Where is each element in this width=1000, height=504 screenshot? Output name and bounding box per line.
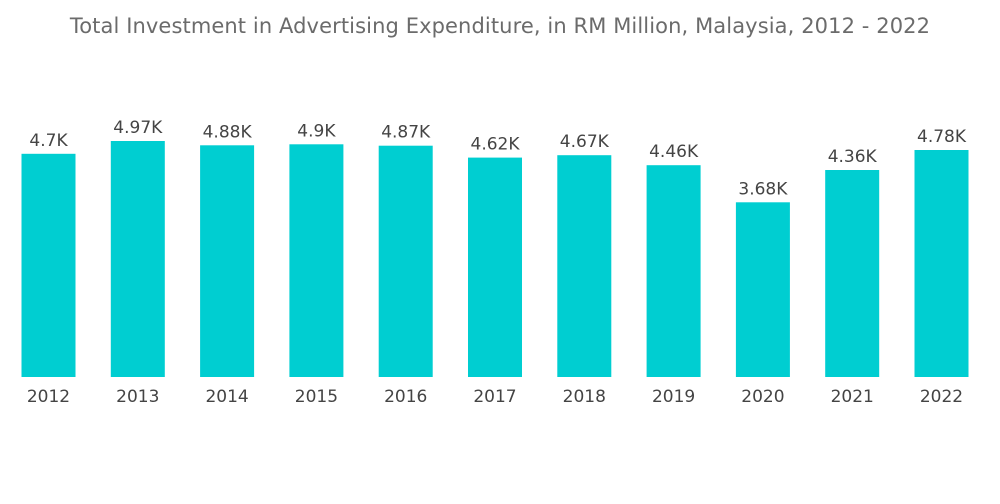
value-label-2012: 4.7K bbox=[29, 131, 68, 151]
bar-2013 bbox=[110, 141, 165, 377]
value-labels-layer: 4.7K 4.97K 4.88K 4.9K 4.87K 4.62K 4.67K 4.46K 3.… bbox=[29, 118, 966, 199]
x-tick-label-2022: 2022 bbox=[920, 387, 963, 407]
value-label-2022: 4.78K bbox=[917, 127, 967, 147]
bar-2018 bbox=[557, 155, 612, 377]
category-labels-layer: 2012 2013 2014 2015 2016 2017 2018 2019 2020 2021… bbox=[27, 387, 963, 407]
bars-layer bbox=[21, 141, 969, 377]
x-tick-label-2012: 2012 bbox=[27, 387, 70, 407]
value-label-2018: 4.67K bbox=[560, 132, 610, 152]
x-tick-label-2014: 2014 bbox=[205, 387, 248, 407]
bar-2014 bbox=[200, 145, 255, 377]
bar-2022 bbox=[914, 150, 969, 377]
bar-2021 bbox=[825, 170, 880, 377]
bar-2012 bbox=[21, 153, 76, 377]
value-label-2021: 4.36K bbox=[828, 147, 878, 167]
x-tick-label-2021: 2021 bbox=[831, 387, 874, 407]
value-label-2015: 4.9K bbox=[297, 121, 336, 141]
x-tick-label-2017: 2017 bbox=[473, 387, 516, 407]
bar-2017 bbox=[468, 157, 522, 377]
bar-2015 bbox=[289, 144, 344, 377]
value-label-2016: 4.87K bbox=[381, 123, 431, 143]
x-tick-label-2016: 2016 bbox=[384, 387, 427, 407]
value-label-2019: 4.46K bbox=[649, 142, 699, 162]
value-label-2020: 3.68K bbox=[738, 179, 788, 199]
bar-2016 bbox=[378, 145, 433, 377]
x-tick-label-2020: 2020 bbox=[741, 387, 784, 407]
bar-2019 bbox=[646, 165, 701, 377]
x-tick-label-2015: 2015 bbox=[295, 387, 338, 407]
x-tick-label-2018: 2018 bbox=[563, 387, 606, 407]
bar-2020 bbox=[735, 202, 790, 377]
chart-title: Total Investment in Advertising Expendit… bbox=[69, 14, 931, 38]
value-label-2014: 4.88K bbox=[203, 122, 253, 142]
x-tick-label-2013: 2013 bbox=[116, 387, 159, 407]
value-label-2013: 4.97K bbox=[113, 118, 163, 138]
x-tick-label-2019: 2019 bbox=[652, 387, 695, 407]
value-label-2017: 4.62K bbox=[471, 135, 521, 155]
